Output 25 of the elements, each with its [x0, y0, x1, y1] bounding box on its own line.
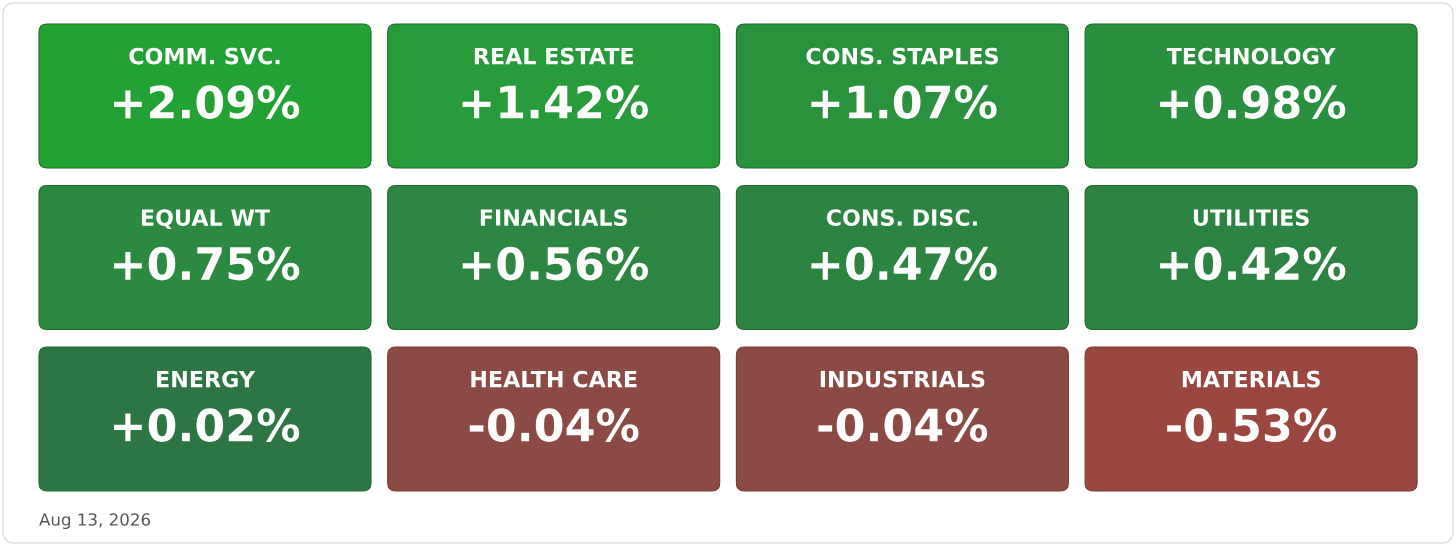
category-label: EQUAL WT — [141, 209, 270, 229]
data-label: +0.47% — [811, 246, 997, 281]
data-label: +0.42% — [1160, 246, 1346, 281]
data-label: +1.42% — [462, 85, 648, 119]
data-label: +1.07% — [811, 85, 997, 119]
data-label: -0.04% — [469, 408, 639, 442]
data-label: +0.98% — [1160, 85, 1346, 119]
category-label: ENERGY — [157, 370, 256, 388]
category-label: FINANCIALS — [480, 209, 627, 226]
data-label: -0.04% — [818, 408, 988, 442]
data-label: +0.75% — [113, 246, 300, 281]
text: Aug 13, 2026 — [39, 513, 151, 530]
category-label: CONS. DISC. — [826, 209, 977, 226]
category-label: HEALTH CARE — [471, 370, 637, 388]
category-label: MATERIALS — [1182, 370, 1320, 388]
category-label: CONS. STAPLES — [806, 47, 998, 65]
category-label: INDUSTRIALS — [820, 370, 985, 388]
data-label: -0.53% — [1167, 408, 1337, 442]
data-label: +2.09% — [113, 85, 300, 119]
category-label: TECHNOLOGY — [1166, 47, 1336, 65]
data-label: +0.02% — [113, 408, 300, 442]
category-label: REAL ESTATE — [474, 47, 633, 65]
category-label: COMM. SVC. — [129, 47, 280, 65]
category-label: UTILITIES — [1193, 209, 1309, 226]
data-label: +0.56% — [462, 246, 648, 281]
